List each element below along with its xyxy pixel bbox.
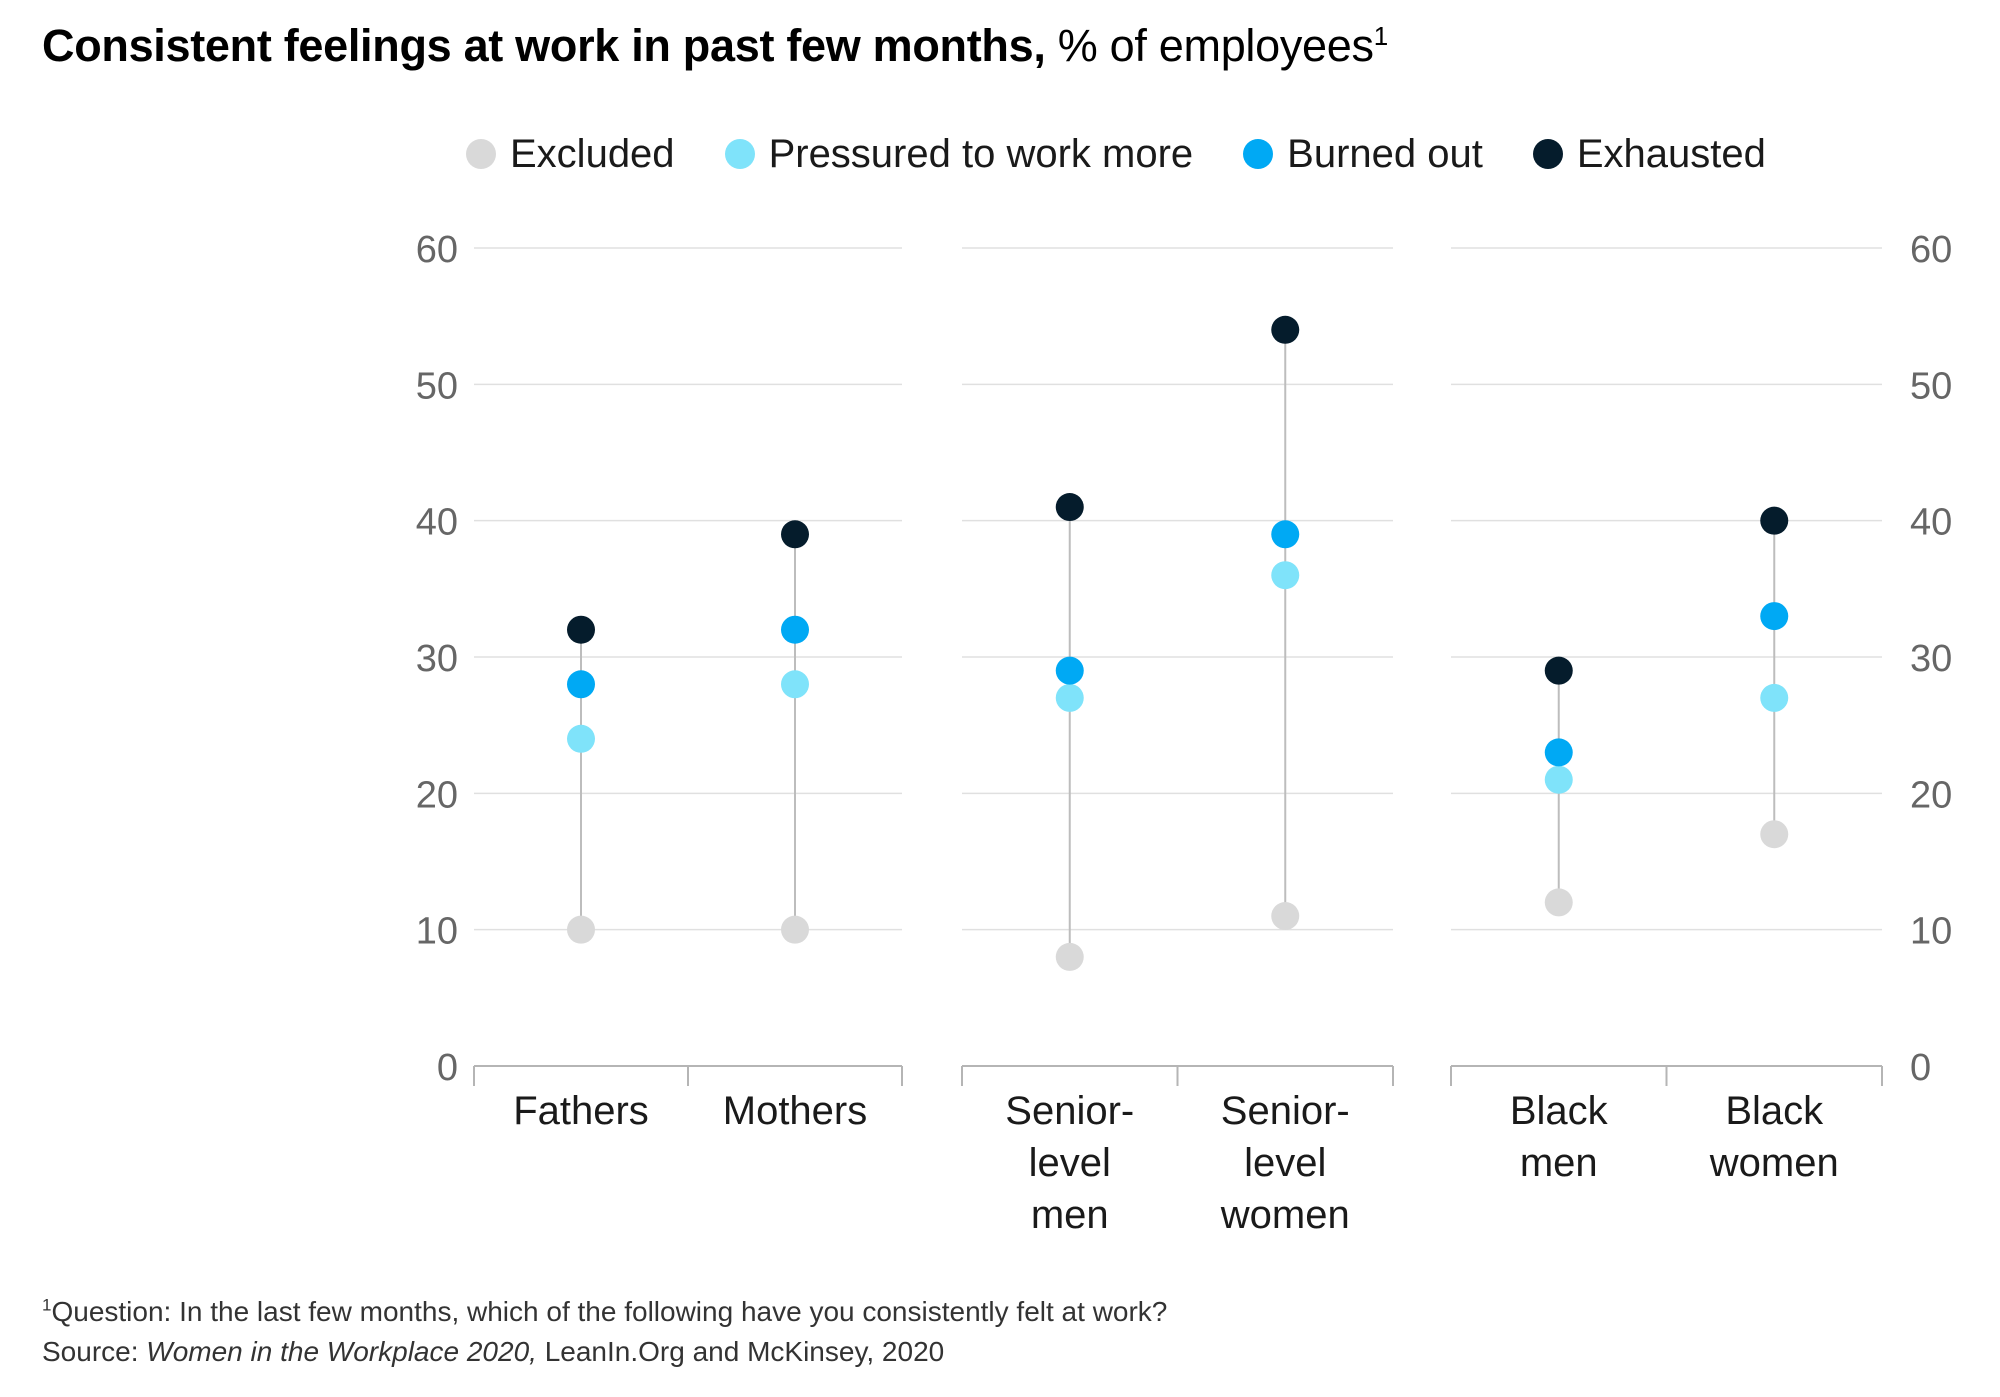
legend-swatch-pressured [724,139,755,169]
dot-burned-out [567,670,595,699]
category-label: level [1029,1141,1111,1185]
dot-excluded [1055,942,1084,971]
title-footnote-marker: 1 [1373,21,1388,51]
legend-swatch-excluded [466,139,496,169]
dot-burned-out [1544,738,1573,767]
source-rest: LeanIn.Org and McKinsey, 2020 [536,1336,945,1367]
category-label: men [1520,1141,1598,1185]
dot-excluded [567,915,595,944]
dot-pressured-to-work-more [1055,683,1084,712]
category-label: women [1709,1141,1839,1185]
footnote: 1Question: In the last few months, which… [42,1292,1167,1372]
source-label: Source: [42,1336,147,1367]
dot-exhausted [1760,506,1789,535]
y-tick-label-left: 60 [416,229,458,271]
category-label: level [1244,1141,1326,1185]
dot-burned-out [781,615,809,644]
y-tick-label-left: 10 [416,911,458,953]
footnote-question-line: 1Question: In the last few months, which… [42,1292,1167,1332]
category-label: Fathers [513,1089,649,1133]
dot-excluded [1544,888,1573,917]
y-tick-label-right: 0 [1910,1047,1931,1089]
dot-burned-out [1760,602,1789,631]
title-subtitle: % of employees [1057,20,1374,71]
y-tick-label-right: 50 [1910,365,1952,407]
legend-item-pressured: Pressured to work more [724,131,1194,177]
legend-item-burned-out: Burned out [1243,132,1483,177]
dot-excluded [1760,820,1789,849]
dot-burned-out [1055,656,1084,685]
category-label: women [1220,1193,1350,1237]
dot-exhausted [1055,493,1084,522]
legend-item-excluded: Excluded [466,132,675,177]
footnote-question: Question: In the last few months, which … [51,1296,1168,1327]
y-tick-label-left: 0 [437,1047,458,1089]
dot-exhausted [781,520,809,549]
footnote-source-line: Source: Women in the Workplace 2020, Lea… [42,1332,1167,1372]
dot-pressured-to-work-more [1271,561,1300,590]
category-label: Senior- [1005,1089,1134,1133]
dot-exhausted [1271,315,1300,344]
category-label: Senior- [1221,1089,1350,1133]
y-tick-label-left: 30 [416,638,458,680]
category-label: men [1031,1193,1109,1237]
legend-label-pressured: Pressured to work more [768,131,1194,176]
legend-label-exhausted: Exhausted [1576,131,1766,176]
y-tick-label-right: 30 [1910,638,1952,680]
footnote-marker: 1 [42,1295,52,1315]
legend-item-exhausted: Exhausted [1532,131,1766,177]
y-tick-label-right: 60 [1910,229,1952,271]
legend-swatch-burned-out [1243,139,1274,169]
y-tick-label-right: 40 [1910,502,1952,544]
source-publication: Women in the Workplace 2020, [146,1336,537,1367]
category-label: Black [1725,1089,1824,1133]
legend-label-burned-out: Burned out [1287,131,1483,176]
y-tick-label-left: 40 [416,502,458,544]
legend-label-excluded: Excluded [510,131,675,176]
category-label: Black [1510,1089,1609,1133]
legend-swatch-exhausted [1532,139,1563,169]
chart-legend: Excluded Pressured to work more Burned o… [466,128,1766,180]
dot-pressured-to-work-more [781,670,809,699]
dot-pressured-to-work-more [567,724,595,753]
chart-title: Consistent feelings at work in past few … [42,20,1388,72]
y-tick-label-right: 20 [1910,774,1952,816]
y-tick-label-left: 50 [416,365,458,407]
dot-pressured-to-work-more [1760,683,1789,712]
title-main: Consistent feelings at work in past few … [42,20,1046,71]
y-tick-label-left: 20 [416,774,458,816]
dot-exhausted [1544,656,1573,685]
category-label: Mothers [723,1089,868,1133]
y-tick-label-right: 10 [1910,911,1952,953]
dot-excluded [1271,902,1300,931]
dot-burned-out [1271,520,1300,549]
dot-excluded [781,915,809,944]
dot-exhausted [567,615,595,644]
dot-pressured-to-work-more [1544,765,1573,794]
